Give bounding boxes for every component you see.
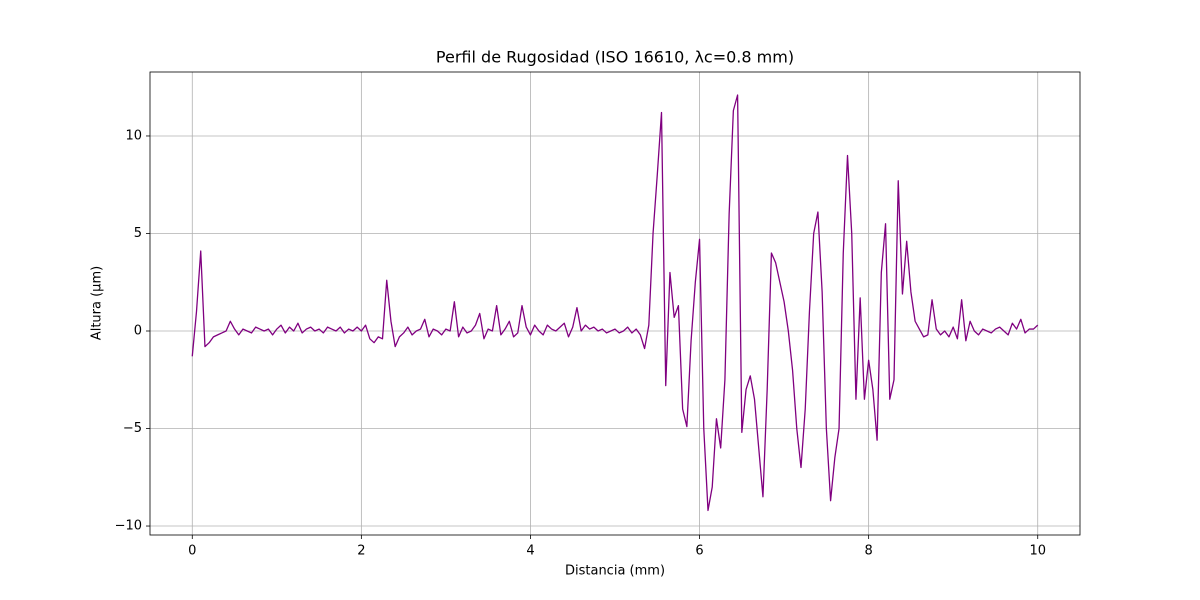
y-tick-label: −5 [123,421,142,436]
data-line [191,94,1039,512]
y-tick-label: 0 [134,323,142,338]
x-tick-label: 6 [695,544,703,559]
x-axis-label: Distancia (mm) [565,564,665,579]
x-tick-label: 10 [1029,544,1046,559]
x-tick-label: 2 [357,544,365,559]
x-tick-label: 4 [526,544,534,559]
x-tick-label: 8 [864,544,872,559]
y-tick-label: 5 [134,226,142,241]
x-tick-label: 0 [188,544,196,559]
y-tick-label: −10 [115,519,142,534]
plot-frame [149,71,1081,536]
chart-title: Perfil de Rugosidad (ISO 16610, λc=0.8 m… [436,48,794,67]
y-tick-label: 10 [125,128,142,143]
y-axis-label: Altura (µm) [90,266,105,340]
